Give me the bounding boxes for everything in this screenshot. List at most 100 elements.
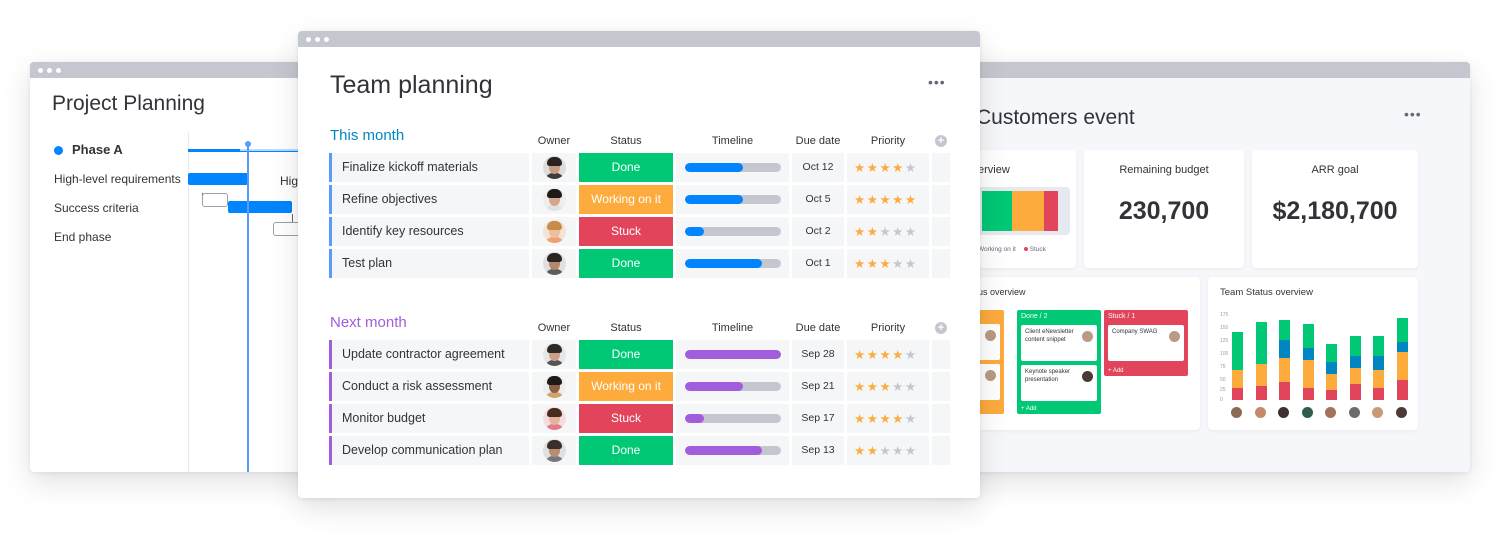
empty-cell[interactable] <box>932 217 950 246</box>
star-icon[interactable]: ★ <box>879 161 893 175</box>
column-header-priority[interactable]: Priority <box>870 135 906 147</box>
status-cell[interactable]: Done <box>579 153 673 182</box>
due-date-cell[interactable]: Sep 13 <box>792 436 844 465</box>
column-header-priority[interactable]: Priority <box>870 322 906 334</box>
priority-cell[interactable]: ★★★★★ <box>847 185 929 214</box>
due-date-cell[interactable]: Sep 28 <box>792 340 844 369</box>
team-status-bar-segment[interactable] <box>1349 384 1361 400</box>
empty-cell[interactable] <box>932 249 950 278</box>
star-icon[interactable]: ★ <box>904 412 918 426</box>
item-name[interactable]: Develop communication plan <box>342 443 503 457</box>
star-icon[interactable]: ★ <box>866 225 880 239</box>
team-status-bar-segment[interactable] <box>1349 336 1361 356</box>
due-date-cell[interactable]: Oct 1 <box>792 249 844 278</box>
team-status-bar-segment[interactable] <box>1255 386 1267 400</box>
item-name[interactable]: Refine objectives <box>342 192 438 206</box>
item-name-cell[interactable]: Develop communication plan <box>329 436 529 465</box>
star-icon[interactable]: ★ <box>854 348 867 362</box>
item-name-cell[interactable]: Identify key resources <box>329 217 529 246</box>
kanban-column-stuck[interactable]: Stuck / 1 Company SWAG + Add <box>1104 310 1188 376</box>
kanban-add-button[interactable]: + Add <box>1108 368 1124 374</box>
timeline-cell[interactable] <box>676 153 789 182</box>
star-icon[interactable]: ★ <box>904 348 918 362</box>
avatar[interactable] <box>543 156 566 179</box>
gantt-task-label[interactable]: Success criteria <box>54 201 139 215</box>
star-icon[interactable]: ★ <box>866 380 880 394</box>
timeline-cell[interactable] <box>676 217 789 246</box>
owner-cell[interactable] <box>532 404 576 433</box>
timeline-cell[interactable] <box>676 340 789 369</box>
star-icon[interactable]: ★ <box>866 257 880 271</box>
add-column-icon[interactable]: + <box>935 322 947 334</box>
owner-cell[interactable] <box>532 372 576 401</box>
timeline-cell[interactable] <box>676 436 789 465</box>
star-icon[interactable]: ★ <box>866 348 880 362</box>
kanban-card[interactable]: Company SWAG <box>1108 325 1184 361</box>
column-header-timeline[interactable]: Timeline <box>711 322 754 334</box>
owner-cell[interactable] <box>532 217 576 246</box>
empty-cell[interactable] <box>932 153 950 182</box>
status-overview-widget[interactable]: us overview Done / 2 Client eNewsletter … <box>960 277 1200 430</box>
gantt-bar[interactable] <box>228 201 292 213</box>
column-header-timeline[interactable]: Timeline <box>711 135 754 147</box>
star-icon[interactable]: ★ <box>879 225 893 239</box>
timeline-cell[interactable] <box>676 372 789 401</box>
team-status-bar-segment[interactable] <box>1396 380 1408 400</box>
star-icon[interactable]: ★ <box>879 380 893 394</box>
column-header-status[interactable]: Status <box>610 135 642 147</box>
star-icon[interactable]: ★ <box>892 225 905 239</box>
empty-cell[interactable] <box>932 372 950 401</box>
team-status-bar-segment[interactable] <box>1255 364 1267 386</box>
star-icon[interactable]: ★ <box>904 161 918 175</box>
add-column-icon[interactable]: + <box>935 135 947 147</box>
team-status-bar-segment[interactable] <box>1279 382 1290 400</box>
team-status-bar-segment[interactable] <box>1279 358 1290 382</box>
star-icon[interactable]: ★ <box>904 257 918 271</box>
team-status-bar-segment[interactable] <box>1232 332 1243 370</box>
star-icon[interactable]: ★ <box>879 193 893 207</box>
status-cell[interactable]: Stuck <box>579 217 673 246</box>
team-status-bar-segment[interactable] <box>1326 362 1337 374</box>
star-icon[interactable]: ★ <box>892 348 905 362</box>
priority-cell[interactable]: ★★★★★ <box>847 340 929 369</box>
owner-cell[interactable] <box>532 436 576 465</box>
team-status-bar-segment[interactable] <box>1302 360 1314 388</box>
team-status-bar-segment[interactable] <box>1396 352 1408 380</box>
item-name-cell[interactable]: Test plan <box>329 249 529 278</box>
avatar[interactable] <box>543 343 566 366</box>
status-cell[interactable]: Working on it <box>579 372 673 401</box>
item-name-cell[interactable]: Refine objectives <box>329 185 529 214</box>
table-row[interactable]: Update contractor agreement Done Sep 28 ★★★… <box>329 340 950 369</box>
team-status-bar-segment[interactable] <box>1279 340 1290 358</box>
empty-cell[interactable] <box>932 436 950 465</box>
team-status-bar-segment[interactable] <box>1373 370 1384 388</box>
avatar[interactable] <box>543 188 566 211</box>
team-status-bar-segment[interactable] <box>1302 324 1314 348</box>
table-row[interactable]: Develop communication plan Done Sep 13 ★★★★… <box>329 436 950 465</box>
star-icon[interactable]: ★ <box>854 161 867 175</box>
star-icon[interactable]: ★ <box>879 348 893 362</box>
star-icon[interactable]: ★ <box>854 225 867 239</box>
star-icon[interactable]: ★ <box>854 380 867 394</box>
item-name-cell[interactable]: Finalize kickoff materials <box>329 153 529 182</box>
kanban-card[interactable] <box>978 324 1000 360</box>
kanban-add-button[interactable]: + Add <box>1021 406 1037 412</box>
star-icon[interactable]: ★ <box>854 257 867 271</box>
timeline-cell[interactable] <box>676 185 789 214</box>
team-status-bar-segment[interactable] <box>1255 322 1267 364</box>
star-icon[interactable]: ★ <box>904 380 918 394</box>
team-status-bar-segment[interactable] <box>1232 370 1243 388</box>
star-icon[interactable]: ★ <box>904 225 918 239</box>
priority-cell[interactable]: ★★★★★ <box>847 249 929 278</box>
star-icon[interactable]: ★ <box>879 257 893 271</box>
timeline-cell[interactable] <box>676 249 789 278</box>
gantt-task-label[interactable]: High-level requirements <box>54 172 181 186</box>
item-name[interactable]: Monitor budget <box>342 411 426 425</box>
avatar[interactable] <box>543 375 566 398</box>
team-status-bar-segment[interactable] <box>1349 356 1361 368</box>
star-icon[interactable]: ★ <box>854 412 867 426</box>
priority-cell[interactable]: ★★★★★ <box>847 436 929 465</box>
more-options-icon[interactable]: ••• <box>928 74 946 90</box>
avatar[interactable] <box>543 407 566 430</box>
team-status-bar-segment[interactable] <box>1396 342 1408 352</box>
